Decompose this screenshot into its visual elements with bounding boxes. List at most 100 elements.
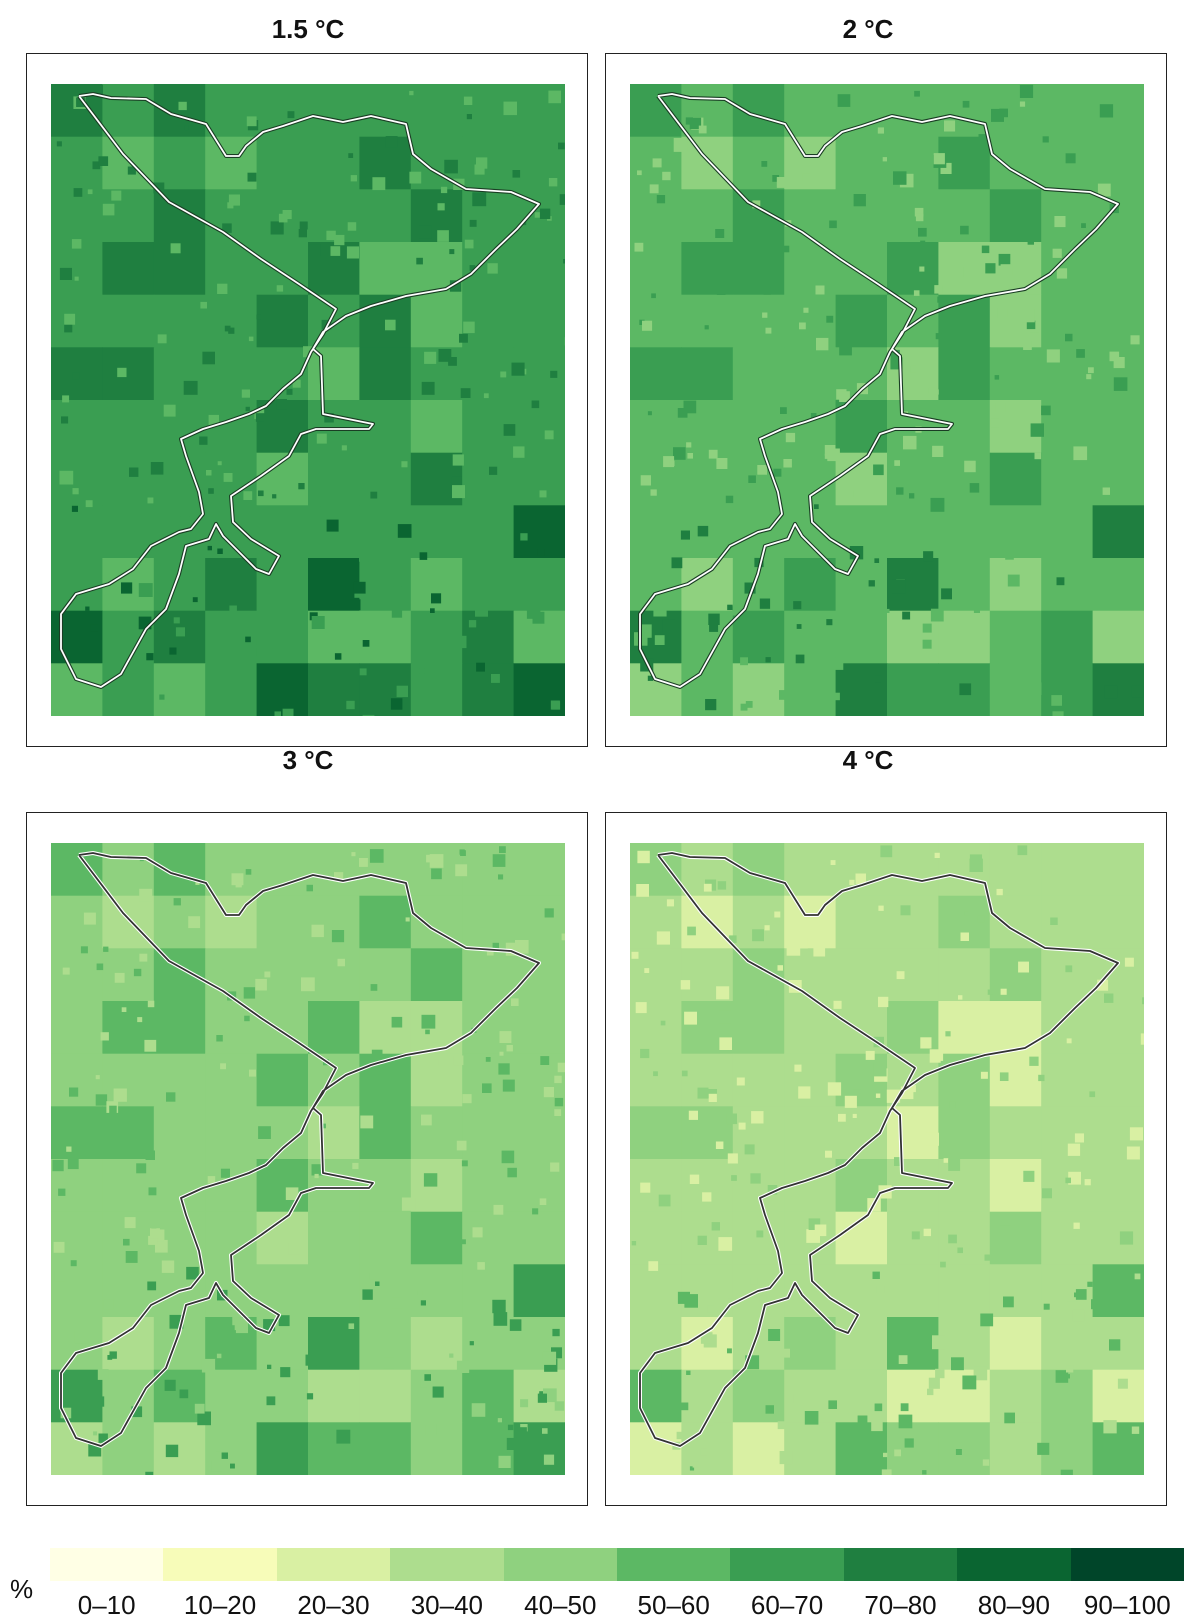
raster-cell <box>153 1106 206 1160</box>
raster-cell <box>51 400 103 454</box>
raster-cell <box>732 1211 785 1265</box>
raster-cell <box>102 452 155 506</box>
raster-cell <box>732 294 785 348</box>
raster-cell <box>51 663 103 716</box>
raster-cell <box>989 242 1042 296</box>
raster-cell <box>938 948 991 1002</box>
raster-cell <box>938 1211 991 1265</box>
raster-cell <box>835 895 888 949</box>
raster-cell <box>205 294 258 348</box>
raster-cell <box>102 84 155 138</box>
legend-label-0: 0–10 <box>77 1590 136 1620</box>
raster-cell <box>359 452 412 506</box>
raster-cell <box>1092 136 1144 190</box>
raster-cell <box>153 663 206 716</box>
raster-cell <box>835 663 888 716</box>
raster-cell <box>732 1422 785 1475</box>
raster-cell <box>989 347 1042 401</box>
raster-cell <box>681 347 734 401</box>
raster-cell <box>630 948 682 1002</box>
raster-cell <box>308 1053 360 1107</box>
raster-cell <box>1041 1053 1094 1107</box>
raster-cell <box>887 1159 939 1213</box>
raster-cell <box>989 948 1042 1002</box>
raster-cell <box>681 1159 734 1213</box>
legend-swatch-3 <box>390 1548 504 1581</box>
raster-cell <box>835 948 888 1002</box>
raster-cell <box>1041 1211 1094 1265</box>
raster-cell <box>630 663 682 716</box>
raster-cell <box>462 189 515 243</box>
raster-cell <box>256 948 309 1002</box>
panel-title-4c: 4 °C <box>842 745 894 775</box>
raster-cell <box>989 1211 1042 1265</box>
raster-cell <box>887 895 939 949</box>
raster-cell <box>462 1264 515 1318</box>
raster-cell <box>153 452 206 506</box>
raster-cell <box>102 294 155 348</box>
raster-cell <box>256 1053 309 1107</box>
raster-cell <box>51 294 103 348</box>
raster-cell <box>410 663 463 716</box>
raster-cell <box>784 610 837 664</box>
raster-cell <box>630 452 682 506</box>
raster-cell <box>205 1106 258 1160</box>
raster-cell <box>681 895 734 949</box>
raster-cell <box>410 1106 463 1160</box>
raster-cell <box>732 1369 785 1423</box>
raster-cell <box>784 948 837 1002</box>
raster-cell <box>732 610 785 664</box>
raster-cell <box>887 1369 939 1423</box>
raster-cell <box>681 1422 734 1475</box>
raster-cell <box>308 1422 360 1475</box>
raster-cell <box>513 1001 565 1055</box>
raster-cell <box>51 1106 103 1160</box>
raster-cell <box>938 452 991 506</box>
raster-cell <box>938 558 991 612</box>
raster-cell <box>1041 1422 1094 1475</box>
region-boundary <box>60 852 540 1447</box>
raster-cell <box>887 610 939 664</box>
raster-cell <box>989 1422 1042 1475</box>
raster-cell <box>1041 452 1094 506</box>
raster-cell <box>989 505 1042 559</box>
raster-cell <box>1041 663 1094 716</box>
raster-cell <box>102 400 155 454</box>
raster-cell <box>681 1369 734 1423</box>
raster-cell <box>938 1001 991 1055</box>
raster-cell <box>205 558 258 612</box>
raster-cell <box>1041 84 1094 138</box>
raster-cell <box>784 1422 837 1475</box>
raster-cell <box>462 136 515 190</box>
raster-cell <box>359 895 412 949</box>
raster-cell <box>102 347 155 401</box>
raster-cell <box>1092 452 1144 506</box>
raster-cell <box>462 505 515 559</box>
raster-cell <box>938 505 991 559</box>
raster-cell <box>887 1264 939 1318</box>
raster-cell <box>102 242 155 296</box>
raster-cell <box>462 294 515 348</box>
raster-cell <box>410 1317 463 1371</box>
raster-cell <box>359 610 412 664</box>
raster-cell <box>462 1001 515 1055</box>
raster-texture <box>52 846 565 1475</box>
region-boundary <box>639 93 1119 688</box>
raster-cell <box>1041 843 1094 897</box>
raster-cell <box>153 1422 206 1475</box>
raster-cell <box>153 347 206 401</box>
raster-cell <box>102 895 155 949</box>
raster-cell <box>205 1053 258 1107</box>
raster-cell <box>1041 1159 1094 1213</box>
raster-cell <box>630 400 682 454</box>
legend-swatch-1 <box>163 1548 277 1581</box>
raster-cell <box>887 1422 939 1475</box>
raster-cell <box>630 1264 682 1318</box>
region-boundary <box>60 93 540 688</box>
raster-cell <box>256 843 309 897</box>
legend-label-3: 30–40 <box>410 1590 484 1620</box>
legend-swatch-7 <box>843 1548 958 1581</box>
raster-cell <box>462 663 515 716</box>
raster-cell <box>887 1317 939 1371</box>
raster-cell <box>205 1369 258 1423</box>
